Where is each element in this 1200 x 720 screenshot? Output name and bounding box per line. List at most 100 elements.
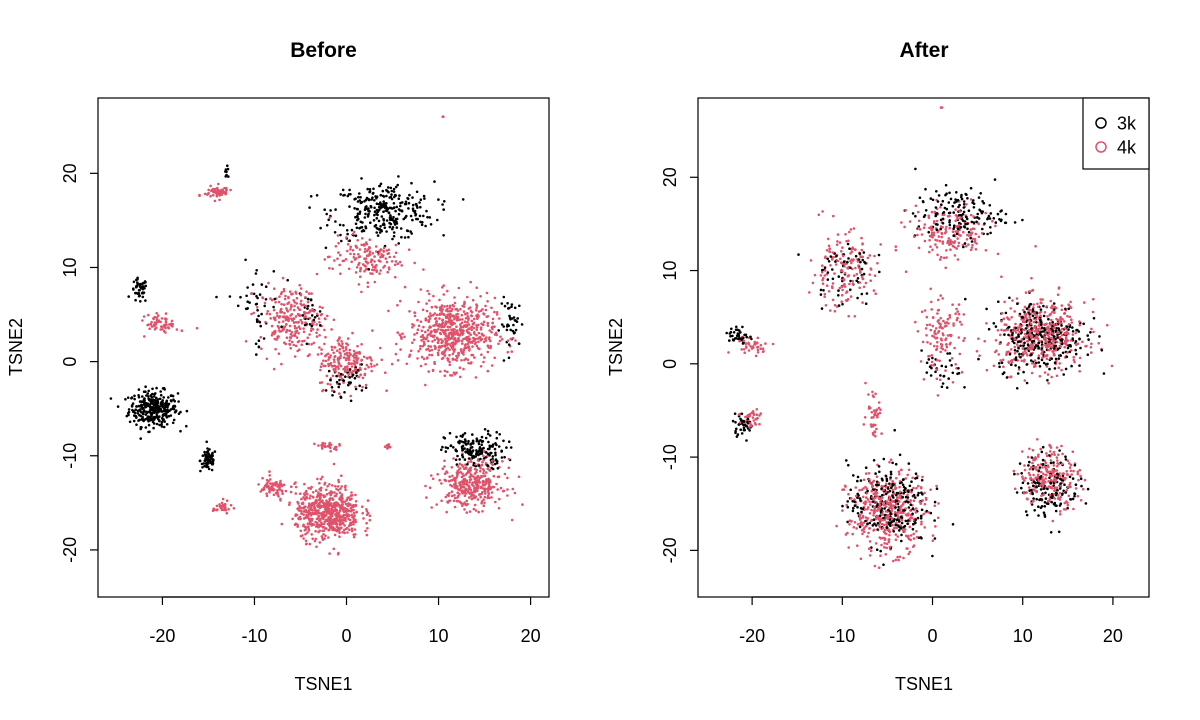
data-point-3k bbox=[935, 190, 938, 193]
data-point-4k bbox=[491, 321, 495, 325]
data-point-4k bbox=[394, 275, 397, 279]
data-point-4k bbox=[317, 491, 320, 494]
data-point-4k bbox=[430, 348, 434, 352]
data-point-4k bbox=[458, 467, 462, 470]
data-point-4k bbox=[346, 354, 349, 357]
data-point-4k bbox=[934, 525, 937, 528]
data-point-4k bbox=[368, 252, 371, 256]
data-point-4k bbox=[330, 345, 334, 349]
data-point-4k bbox=[475, 470, 478, 474]
data-point-4k bbox=[277, 495, 280, 498]
data-point-3k bbox=[364, 207, 367, 210]
data-point-3k bbox=[199, 469, 202, 473]
data-point-4k bbox=[303, 482, 306, 486]
data-point-4k bbox=[147, 323, 151, 326]
data-point-4k bbox=[453, 336, 457, 340]
data-point-4k bbox=[473, 332, 476, 336]
data-point-4k bbox=[459, 501, 463, 505]
data-point-4k bbox=[337, 251, 340, 254]
data-point-3k bbox=[443, 200, 446, 203]
data-point-4k bbox=[431, 313, 435, 317]
data-point-4k bbox=[378, 251, 381, 254]
data-point-4k bbox=[344, 258, 348, 261]
data-point-4k bbox=[957, 303, 961, 306]
data-point-4k bbox=[304, 304, 308, 308]
data-point-4k bbox=[1082, 487, 1085, 491]
data-point-4k bbox=[848, 523, 851, 526]
data-point-3k bbox=[513, 319, 517, 322]
data-point-4k bbox=[864, 381, 867, 385]
data-point-4k bbox=[218, 194, 221, 197]
data-point-4k bbox=[944, 338, 947, 342]
data-point-4k bbox=[444, 329, 448, 332]
data-point-4k bbox=[1036, 473, 1040, 477]
data-point-3k bbox=[933, 519, 936, 522]
data-point-4k bbox=[477, 510, 481, 514]
data-point-4k bbox=[305, 489, 308, 493]
data-point-3k bbox=[891, 461, 894, 465]
data-point-4k bbox=[885, 542, 889, 546]
data-point-4k bbox=[413, 311, 416, 314]
data-point-4k bbox=[217, 182, 220, 186]
data-point-3k bbox=[394, 185, 398, 189]
data-point-3k bbox=[149, 406, 152, 410]
data-point-4k bbox=[469, 460, 473, 463]
data-point-4k bbox=[484, 462, 488, 465]
data-point-4k bbox=[453, 296, 456, 299]
data-point-4k bbox=[894, 558, 898, 562]
data-point-4k bbox=[352, 503, 355, 507]
data-point-3k bbox=[244, 258, 247, 262]
data-point-3k bbox=[144, 402, 147, 405]
data-point-4k bbox=[486, 300, 489, 303]
data-point-4k bbox=[396, 303, 399, 307]
data-point-3k bbox=[826, 278, 830, 281]
data-point-3k bbox=[397, 242, 401, 245]
data-point-4k bbox=[973, 239, 977, 242]
data-point-3k bbox=[1042, 361, 1046, 365]
data-point-4k bbox=[366, 357, 369, 360]
data-point-4k bbox=[360, 243, 364, 247]
data-point-3k bbox=[259, 324, 263, 328]
data-point-3k bbox=[138, 413, 141, 417]
data-point-4k bbox=[322, 514, 325, 517]
data-point-3k bbox=[254, 272, 258, 275]
data-point-4k bbox=[351, 362, 355, 365]
data-point-4k bbox=[331, 505, 335, 509]
data-point-3k bbox=[305, 342, 309, 346]
data-point-4k bbox=[483, 483, 487, 487]
data-point-4k bbox=[332, 364, 335, 368]
data-point-3k bbox=[823, 266, 827, 269]
data-point-4k bbox=[380, 358, 384, 362]
data-point-3k bbox=[404, 200, 408, 204]
data-point-4k bbox=[430, 506, 434, 509]
data-point-3k bbox=[471, 433, 474, 436]
data-point-4k bbox=[398, 333, 402, 337]
x-tick-label: 0 bbox=[342, 626, 352, 646]
data-point-4k bbox=[1060, 368, 1063, 372]
data-point-4k bbox=[422, 325, 425, 329]
data-point-4k bbox=[349, 506, 353, 510]
data-point-4k bbox=[142, 315, 146, 318]
data-point-4k bbox=[225, 188, 228, 192]
data-point-4k bbox=[479, 495, 483, 499]
data-point-3k bbox=[1010, 363, 1013, 367]
data-point-4k bbox=[371, 272, 374, 276]
data-point-4k bbox=[459, 348, 463, 351]
data-point-4k bbox=[840, 250, 843, 253]
data-point-3k bbox=[459, 434, 463, 438]
data-point-3k bbox=[384, 209, 388, 212]
data-point-4k bbox=[458, 318, 462, 321]
data-point-4k bbox=[323, 445, 327, 449]
data-point-3k bbox=[151, 418, 154, 421]
data-point-3k bbox=[306, 297, 310, 301]
data-point-3k bbox=[502, 359, 506, 362]
data-point-4k bbox=[832, 214, 835, 218]
data-point-4k bbox=[965, 203, 968, 206]
data-point-4k bbox=[425, 496, 428, 499]
data-point-4k bbox=[484, 492, 487, 495]
data-point-4k bbox=[328, 266, 331, 270]
data-point-4k bbox=[413, 333, 416, 336]
data-point-4k bbox=[393, 255, 396, 259]
data-point-4k bbox=[450, 466, 454, 469]
data-point-4k bbox=[1064, 336, 1068, 339]
